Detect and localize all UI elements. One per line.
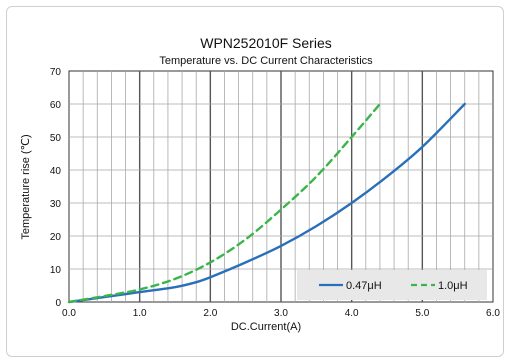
y-tick-label: 0 — [55, 298, 61, 309]
y-tick-label: 60 — [50, 100, 62, 111]
y-tick-label: 10 — [50, 265, 62, 276]
y-tick-label: 50 — [50, 133, 62, 144]
x-tick-label: 1.0 — [133, 308, 147, 319]
temperature-rise-chart: WPN252010F Series Temperature vs. DC Cur… — [20, 35, 501, 333]
y-tick-label: 20 — [50, 232, 62, 243]
x-tick-label: 3.0 — [274, 308, 288, 319]
chart-title: WPN252010F Series — [200, 35, 332, 51]
x-tick-label: 5.0 — [415, 308, 429, 319]
x-tick-label: 2.0 — [203, 308, 217, 319]
axes: 0.0 1.0 2.0 3.0 4.0 5.0 6.0 0 10 20 30 40 50 60 70 — [50, 67, 501, 319]
y-tick-label: 30 — [50, 199, 62, 210]
x-axis-label: DC.Current(A) — [231, 321, 301, 333]
x-tick-label: 4.0 — [345, 308, 359, 319]
y-axis-label: Temperature rise (℃) — [20, 134, 32, 239]
legend: 0.47μH 1.0μH — [297, 270, 487, 300]
series-line-0-47uh — [67, 102, 466, 304]
chart-frame: WPN252010F Series Temperature vs. DC Cur… — [6, 6, 504, 357]
legend-label-1-0uh: 1.0μH — [438, 280, 468, 292]
legend-label-0-47uh: 0.47μH — [346, 280, 382, 292]
x-tick-label: 6.0 — [486, 308, 500, 319]
y-tick-label: 70 — [50, 67, 62, 78]
chart-subtitle: Temperature vs. DC Current Characteristi… — [159, 55, 373, 67]
y-tick-label: 40 — [50, 166, 62, 177]
series — [67, 102, 466, 304]
grid — [69, 71, 493, 302]
x-tick-label: 0.0 — [62, 308, 76, 319]
series-line-1-0uh — [67, 102, 382, 304]
